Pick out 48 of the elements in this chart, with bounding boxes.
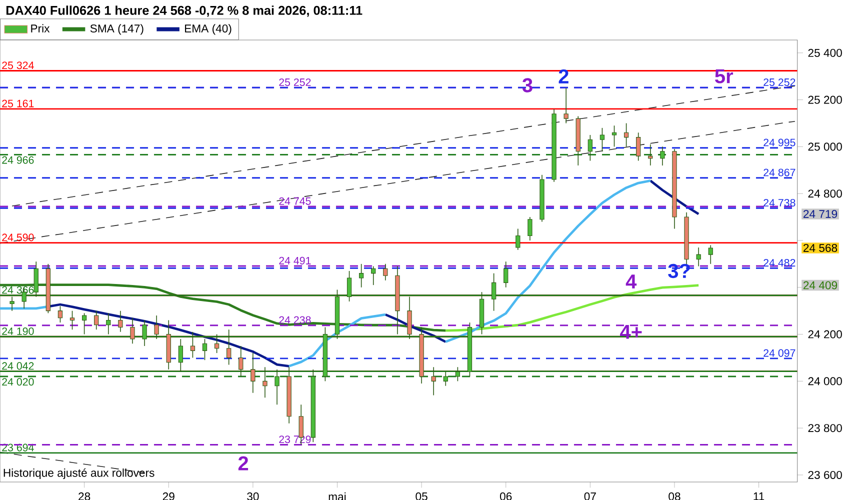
ref-line-label: 25 252 [764,78,796,86]
x-tick-label: 08 [668,492,680,500]
ref-line-label: 24 491 [279,256,311,264]
x-tick-label: 06 [500,492,512,500]
annotation: 4+ [620,325,642,339]
annotation: 5r [715,69,734,84]
chart-title: DAX40 Full0626 1 heure 24 568 -0,72 % 8 mai 2026, 08:11:11 [6,6,362,17]
y-tick-label: 23 800 [808,424,842,432]
ref-line-label: 24 238 [279,316,311,324]
x-tick-label: 29 [162,492,174,500]
y-tick-label: 25 000 [808,142,842,151]
y-tick-label: 25 200 [808,96,842,104]
ref-line-label: 25 324 [2,62,34,70]
annotation: 2 [558,69,568,84]
text: 24 719 [804,210,838,218]
ref-line-label: 24 020 [2,378,34,386]
x-tick-label: 28 [78,492,90,500]
annotation: 3 [522,78,532,92]
x-tick-label: 05 [416,492,428,500]
ref-line-label: 24 995 [764,138,796,146]
legend-label: Prix [31,24,50,32]
ref-line-label: 24 097 [764,349,796,357]
y-tick-label: 23 600 [808,470,842,479]
ref-line-label: 24 590 [2,234,34,242]
annotation: 2 [238,456,248,470]
legend-label: EMA (40) [185,24,232,35]
y-tick-label: 24 200 [808,330,842,338]
ref-line-label: 25 252 [279,78,311,86]
ref-line-label: 24 966 [2,156,34,164]
y-tick-label: 24 000 [808,377,842,386]
ref-line-label: 24 738 [764,198,796,207]
ref-line-label: 24 190 [2,327,34,336]
x-tick-label: 30 [247,492,259,500]
x-tick-label: 07 [584,492,596,500]
text: 24 568 [804,244,838,252]
annotation: Historique ajusté aux rollovers [4,468,154,480]
annotation: 4 [626,274,637,288]
x-tick-label: 11 [754,492,764,500]
y-tick-label: 24 800 [808,190,842,198]
ref-line-label: 24 042 [2,362,34,370]
ref-line-label: 24 482 [764,259,796,267]
ref-line-label: 24 867 [764,168,796,176]
ref-line-label: 25 161 [2,100,34,108]
ref-line-label: 24 745 [279,197,311,205]
annotation: 3? [668,264,690,278]
y-tick-label: 25 400 [808,48,842,57]
text: 24 409 [804,281,838,290]
legend-label: SMA (147) [90,24,144,35]
